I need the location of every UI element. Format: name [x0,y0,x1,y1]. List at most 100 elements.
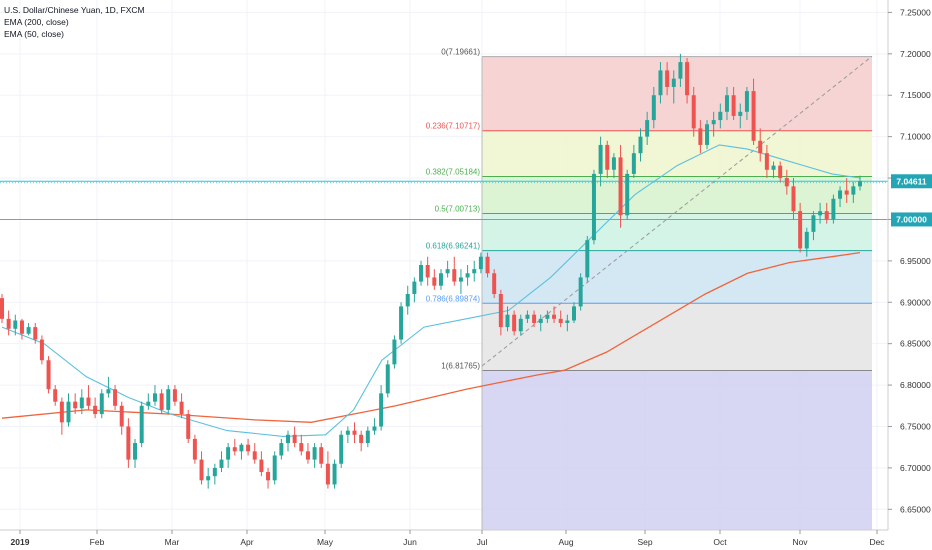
fib-trend-line [481,55,873,367]
time-tick-label: Jul [477,537,488,547]
horizontal-lines[interactable] [0,180,888,220]
candle-body [73,401,78,409]
candle-body [744,91,749,112]
candle-body [99,393,104,415]
candle-body [438,273,443,286]
ema200-line [1,251,861,423]
time-tick-label: Jun [403,537,417,547]
candle-body [292,434,297,444]
candle-body [379,393,384,427]
time-tick-label: Sep [637,537,652,547]
candle-body [119,405,124,427]
candle-body [399,306,404,340]
time-axis[interactable]: 2019 Feb Mar Apr May Jun Jul Aug Sep Oct Nov Dec [0,529,888,547]
price-tick-label: 6.70000 [900,463,931,473]
candle-body [199,459,204,481]
fib-zone [482,250,872,304]
candle-body [518,318,523,332]
candle-body [724,95,729,112]
candle-body [665,70,670,87]
fib-level-label: 0(7.19661) [441,48,480,57]
price-badge [891,212,932,227]
candle-body [711,120,716,125]
candle-body [565,320,570,323]
candle-body [678,62,683,79]
price-tick-label: 6.80000 [900,380,931,390]
ema50-label[interactable]: EMA (50, close) [4,29,64,39]
price-badges: 7.04611 7.00000 [891,174,932,227]
candle-body [591,173,596,241]
candle-body [212,467,217,477]
price-tick-label: 6.85000 [900,339,931,349]
price-tick-label: 6.75000 [900,421,931,431]
candle-body [259,459,264,473]
candle-body [46,360,51,390]
price-axis[interactable]: 6.65000 6.70000 6.75000 6.80000 6.85000 6.900… [887,0,931,530]
candle-body [791,186,796,212]
candle-body [33,327,38,340]
candle-body [252,451,257,460]
candle-body [13,320,18,329]
candle-body [385,364,390,394]
time-tick-label: Feb [90,537,105,547]
candle-body [485,256,490,274]
candle-body [585,240,590,278]
candle-body [512,314,517,332]
candle-body [698,128,703,145]
candle-body [498,293,503,328]
symbol-title[interactable]: U.S. Dollar/Chinese Yuan, 1D, FXCM [4,5,145,15]
candle-body [671,78,676,87]
candle-body [598,144,603,174]
fib-level-label: 0.236(7.10717) [426,122,481,131]
candle-body [778,165,783,179]
candle-body [93,405,98,415]
candle-body [458,277,463,282]
price-badge [891,174,932,189]
fib-level-label: 0.786(6.89874) [426,294,481,303]
candle-body [172,389,177,402]
candle-body [638,136,643,154]
candle-body [432,277,437,286]
candle-body [299,443,304,452]
candle-body [492,273,497,294]
candle-body [133,443,138,460]
time-tick-label: May [317,537,334,547]
candle-body [405,293,410,307]
candles [0,53,862,489]
chart-legend: U.S. Dollar/Chinese Yuan, 1D, FXCM EMA (… [4,4,145,40]
fib-level-label: 1(6.81765) [441,361,480,370]
candle-body [152,393,157,402]
candle-body [19,320,24,334]
candle-body [113,389,118,406]
candle-body [166,389,171,410]
fib-level-label: 0.618(6.96241) [426,242,481,251]
candle-body [6,318,11,329]
candle-body [758,140,763,154]
fibonacci-retracement[interactable]: 0(7.19661) 0.236(7.10717) 0.382(7.05184) 0.… [426,48,873,530]
price-tick-label: 6.90000 [900,297,931,307]
fib-zone [482,303,872,371]
candle-body [645,120,650,137]
candle-body [126,426,131,460]
time-tick-label: Dec [869,537,885,547]
fib-level-label: 0.5(7.00713) [435,205,481,214]
candle-body [611,157,616,170]
candle-body [445,269,450,274]
time-tick-label: Apr [240,537,253,547]
candle-body [305,451,310,460]
candle-body [751,91,756,141]
candle-body [771,165,776,170]
price-tick-label: 7.15000 [900,90,931,100]
candle-body [339,434,344,464]
candle-body [784,178,789,187]
candle-body [532,314,537,323]
candle-body [219,459,224,468]
candle-body [186,414,191,439]
ema200-label[interactable]: EMA (200, close) [4,17,69,27]
candle-body [365,430,370,444]
candle-body [192,438,197,460]
candle-body [618,157,623,216]
fib-level-label: 0.382(7.05184) [426,168,481,177]
candle-body [419,265,424,282]
candle-body [53,389,58,402]
